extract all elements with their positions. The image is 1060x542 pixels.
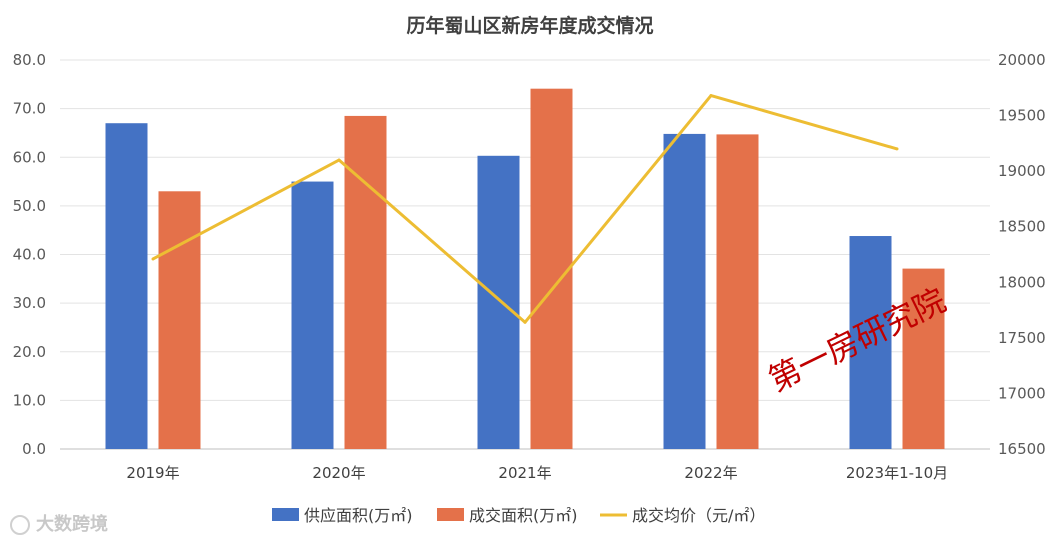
left-tick-label: 40.0 <box>13 246 46 264</box>
left-tick-label: 30.0 <box>13 294 46 312</box>
left-tick-label: 60.0 <box>13 148 46 166</box>
legend-supply: 供应面积(万㎡) <box>272 506 413 525</box>
logo-icon <box>10 515 30 535</box>
legend-transaction: 成交面积(万㎡) <box>437 506 578 525</box>
left-tick-label: 20.0 <box>13 343 46 361</box>
bar-transaction <box>158 191 201 449</box>
left-tick-label: 70.0 <box>13 100 46 118</box>
legend-label: 成交面积(万㎡) <box>469 506 578 525</box>
bar-supply <box>105 123 148 450</box>
left-tick-label: 50.0 <box>13 197 46 215</box>
bar-transaction <box>716 134 759 450</box>
right-tick-label: 20000 <box>998 51 1046 69</box>
left-tick-label: 10.0 <box>13 391 46 409</box>
category-axis: 2019年 2020年 2021年 2022年 2023年1-10月 <box>126 464 948 482</box>
chart-title: 历年蜀山区新房年度成交情况 <box>406 14 653 37</box>
legend-label: 成交均价（元/㎡） <box>632 506 765 525</box>
price-series-line <box>152 94 898 324</box>
right-tick-label: 19000 <box>998 162 1046 180</box>
legend-swatch <box>272 508 299 521</box>
watermark-logo: 大数跨境 <box>10 510 108 536</box>
bar-supply <box>849 236 892 449</box>
right-tick-label: 16500 <box>998 440 1046 458</box>
gridlines <box>60 59 990 450</box>
left-tick-label: 80.0 <box>13 51 46 69</box>
bar-supply <box>477 155 520 449</box>
category-label: 2020年 <box>312 464 365 482</box>
right-tick-label: 18500 <box>998 218 1046 236</box>
bar-supply <box>663 133 706 449</box>
right-tick-label: 18000 <box>998 273 1046 291</box>
legend-label: 供应面积(万㎡) <box>304 506 413 525</box>
price-point <box>337 158 341 162</box>
right-tick-label: 17500 <box>998 329 1046 347</box>
left-tick-label: 0.0 <box>22 440 46 458</box>
price-point <box>895 147 899 151</box>
right-tick-label: 19500 <box>998 107 1046 125</box>
bar-transaction <box>344 115 387 449</box>
right-tick-label: 17000 <box>998 384 1046 402</box>
left-axis: 0.0 10.0 20.0 30.0 40.0 50.0 60.0 70.0 80.0 <box>13 51 46 458</box>
category-label: 2021年 <box>498 464 551 482</box>
bar-supply <box>291 181 334 449</box>
bar-transaction <box>902 268 945 449</box>
category-label: 2019年 <box>126 464 179 482</box>
bars <box>105 88 945 450</box>
logo-text: 大数跨境 <box>36 514 108 535</box>
legend-price: 成交均价（元/㎡） <box>600 506 765 525</box>
price-point <box>523 320 527 324</box>
price-point <box>151 257 155 261</box>
price-line <box>151 94 899 324</box>
legend: 供应面积(万㎡) 成交面积(万㎡) 成交均价（元/㎡） <box>272 506 765 525</box>
right-axis: 16500 17000 17500 18000 18500 19000 19500 20000 <box>998 51 1046 458</box>
bar-transaction <box>530 88 573 449</box>
price-point <box>709 94 713 98</box>
legend-swatch <box>437 508 464 521</box>
category-label: 2023年1-10月 <box>846 464 948 482</box>
category-label: 2022年 <box>684 464 737 482</box>
